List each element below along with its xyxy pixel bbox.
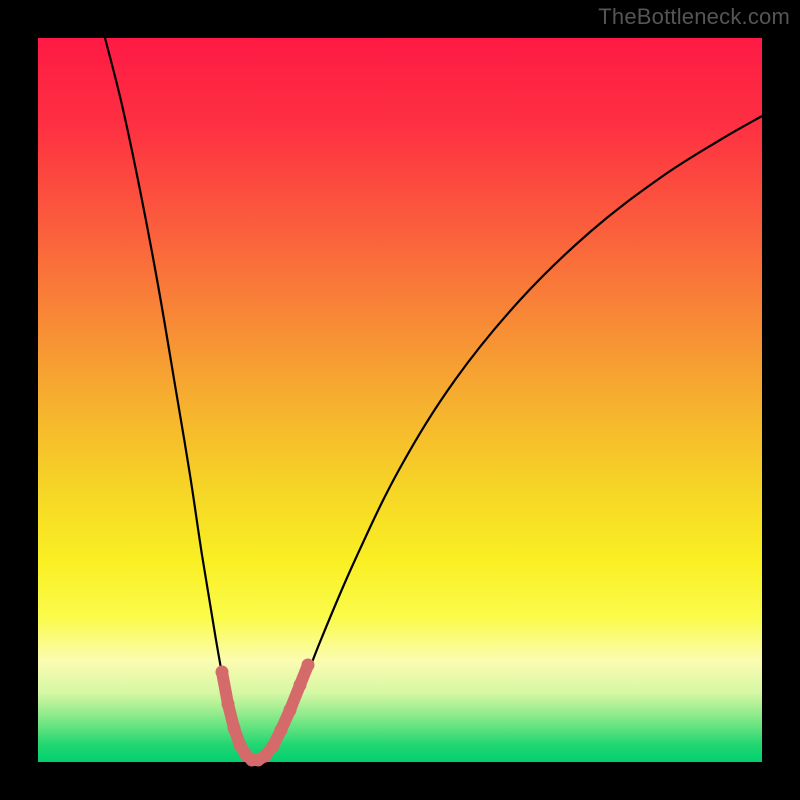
optimal-range-marker [222, 698, 235, 711]
optimal-range-marker [228, 722, 241, 735]
attribution-label: TheBottleneck.com [598, 4, 790, 30]
plot-background [38, 38, 762, 762]
optimal-range-marker [216, 666, 229, 679]
optimal-range-marker [267, 740, 280, 753]
chart-stage: TheBottleneck.com [0, 0, 800, 800]
optimal-range-marker [302, 659, 315, 672]
optimal-range-marker [294, 679, 307, 692]
optimal-range-marker [284, 704, 297, 717]
bottleneck-chart [0, 0, 800, 800]
optimal-range-marker [275, 724, 288, 737]
